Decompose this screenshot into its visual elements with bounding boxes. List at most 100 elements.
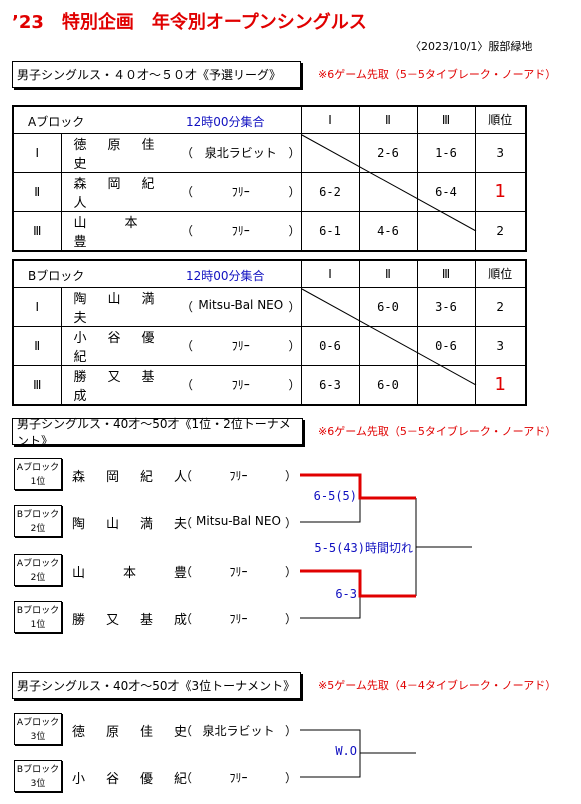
score: 4-6 [358, 210, 418, 251]
column-header: Ⅲ [416, 259, 476, 288]
rule: ※6ゲーム先取（5－5タイブレーク・ノーアド） [318, 68, 557, 81]
player-row: Ⅲ 山 本 豊 （ ﾌﾘｰ ） 6-1 4-6 2 [12, 210, 527, 251]
club-part: ﾌﾘｰ [231, 339, 250, 353]
club: （ 泉北ラビット ） [180, 722, 297, 739]
player-name: 森 岡 紀 人 [72, 469, 192, 485]
row-no: Ⅲ [12, 210, 62, 251]
player-cell: 陶 山 満 夫（Mitsu-Bal NEO） [72, 513, 297, 532]
player-cell: 徳 原 佳 史（ 泉北ラビット ） [72, 721, 297, 740]
seed-line: Aブロック [16, 463, 60, 473]
club: （ 泉北ラビット ） [181, 144, 300, 161]
section-heading: 男子シングルス・40才～50才《3位トーナメント》 [12, 672, 301, 699]
name-cell: 勝 又 基 成 （ ﾌﾘｰ ） [60, 364, 302, 405]
league-table: Aブロック 12時00分集合 Ⅰ Ⅱ Ⅲ 順位 Ⅰ 徳 原 佳 史（泉北ラビット） 2-6 1-6… [12, 105, 527, 252]
club: （ Mitsu-Bal NEO ） [181, 298, 300, 315]
player-cell: 陶 山 満 夫 （ Mitsu-Bal NEO ） [74, 288, 301, 326]
player-name: 森 岡 紀 人 [73, 176, 176, 211]
club-part: ） [288, 300, 301, 314]
rule: ※6ゲーム先取（5－5タイブレーク・ノーアド） [318, 425, 557, 438]
player-name: 山 本 豊 [72, 565, 192, 581]
club-part: （ [181, 146, 194, 160]
venue: 〈2023/10/1〉服部緑地 [410, 40, 533, 53]
column-header: Ⅲ [416, 105, 476, 134]
seed-box: Bブロック 3位 [14, 760, 62, 792]
score: 6-4 [416, 171, 476, 212]
club-part: （ [181, 224, 194, 238]
seed-line: 3位 [30, 779, 46, 789]
column-header: Ⅰ [300, 105, 360, 134]
player-cell: 勝 又 基 成（ﾌﾘｰ） [72, 609, 297, 628]
name-cell: 徳 原 佳 史 （ 泉北ラビット ） [60, 132, 302, 173]
row-no: Ⅱ [12, 171, 62, 212]
club-part: ） [288, 146, 301, 160]
player-cell: 森 岡 紀 人 （ﾌﾘｰ） [74, 173, 301, 211]
block-header: Aブロック 12時00分集合 [12, 105, 302, 134]
player-row: Ⅰ 陶 山 満 夫 （ Mitsu-Bal NEO ） 6-0 3-6 2 [12, 286, 527, 327]
seed-box: Aブロック 2位 [14, 554, 62, 586]
match-score: W.O [335, 744, 357, 758]
club: （ ﾌﾘｰ ） [181, 183, 300, 200]
seed-line: Bブロック [16, 765, 60, 775]
seed-line: 3位 [30, 732, 46, 742]
row-no: Ⅱ [12, 325, 62, 366]
row-no: Ⅰ [12, 132, 62, 173]
club-part: Mitsu-Bal NEO [198, 298, 284, 312]
rank: 3 [474, 132, 527, 173]
club-part: ﾌﾘｰ [229, 564, 248, 579]
rank: 1 [474, 171, 527, 212]
club-part: （ [180, 770, 193, 785]
rank: 3 [474, 325, 527, 366]
section-heading: 男子シングルス・４０才～５０才《予選リーグ》 [12, 61, 301, 88]
club: （ ﾌﾘｰ ） [180, 467, 297, 484]
row-no: Ⅰ [12, 286, 62, 327]
score: 0-6 [300, 325, 360, 366]
player-cell: 山 本 豊（ ﾌﾘｰ ） [72, 562, 297, 581]
club-part: ） [284, 515, 297, 530]
club: （ ﾌﾘｰ ） [181, 337, 300, 354]
entry: 山 本 豊（ ﾌﾘｰ ） [72, 562, 297, 581]
score: 6-2 [300, 171, 360, 212]
column-header: Ⅱ [358, 259, 418, 288]
score: 0-6 [416, 325, 476, 366]
meeting-time: 12時00分集合 [186, 269, 265, 283]
meeting-time: 12時00分集合 [186, 115, 265, 129]
club-part: ） [288, 224, 301, 238]
header-row: Aブロック 12時00分集合 Ⅰ Ⅱ Ⅲ 順位 [12, 105, 527, 134]
seed-box: Aブロック 1位 [14, 458, 62, 490]
entry: 徳 原 佳 史（ 泉北ラビット ） [72, 721, 297, 740]
player-name: 小 谷 優 紀 [73, 330, 176, 365]
entry: 陶 山 満 夫（Mitsu-Bal NEO） [72, 513, 297, 532]
club-part: （ [181, 300, 194, 314]
seed-line: Bブロック [16, 606, 60, 616]
player-cell: 森 岡 紀 人（ﾌﾘｰ） [72, 466, 297, 485]
column-header: 順位 [474, 259, 527, 288]
club-part: ﾌﾘｰ [231, 378, 250, 392]
player-name: 陶 山 満 夫 [72, 516, 192, 532]
club: （ ﾌﾘｰ ） [181, 222, 300, 239]
column-header: Ⅱ [358, 105, 418, 134]
player-cell: 勝 又 基 成（ﾌﾘｰ） [74, 366, 301, 404]
block-header: Bブロック 12時00分集合 [12, 259, 302, 288]
player-name: 陶 山 満 夫 [73, 291, 176, 326]
section-heading: 男子シングルス・40才～50才《1位・2位トーナメント》 [12, 417, 303, 448]
name-cell: 山 本 豊 （ ﾌﾘｰ ） [60, 210, 302, 251]
club-part: （ [180, 564, 193, 579]
player-name: 勝 又 基 成 [72, 612, 192, 628]
score [416, 364, 476, 405]
player-cell: 小 谷 優 紀 （ ﾌﾘｰ ） [74, 327, 301, 365]
header-row: Bブロック 12時00分集合 Ⅰ Ⅱ Ⅲ 順位 [12, 259, 527, 288]
name-cell: 森 岡 紀 人 （ ﾌﾘｰ ） [60, 171, 302, 212]
seed-line: 1位 [30, 477, 46, 487]
club-part: ﾌﾘｰ [229, 770, 248, 785]
score: 6-1 [300, 210, 360, 251]
club: （ ﾌﾘｰ ） [180, 610, 297, 627]
player-name: 徳 原 佳 史 [73, 137, 176, 172]
seed-line: Aブロック [16, 559, 60, 569]
entry: 勝 又 基 成（ ﾌﾘｰ ） [72, 609, 297, 628]
score [300, 132, 360, 173]
score: 6-0 [358, 286, 418, 327]
club-part: ） [288, 378, 301, 392]
